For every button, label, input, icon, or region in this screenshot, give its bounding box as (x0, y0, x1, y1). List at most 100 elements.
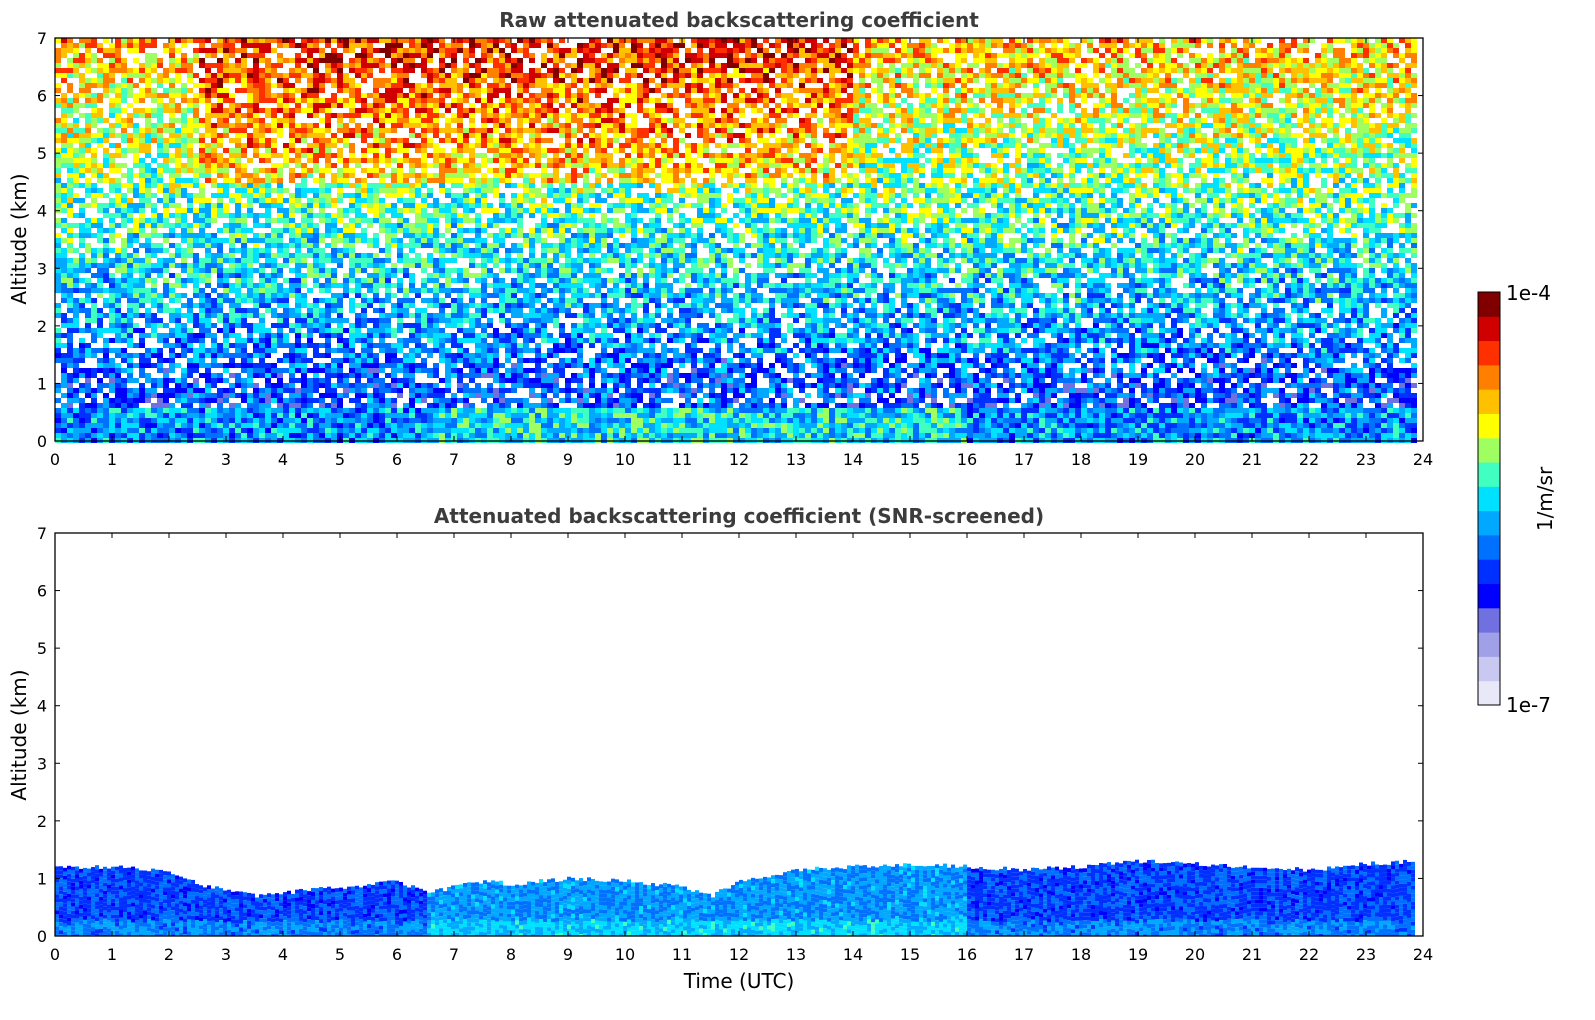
raw-cell (241, 113, 247, 118)
raw-cell (865, 163, 871, 168)
raw-cell (295, 58, 301, 63)
raw-cell (835, 133, 841, 138)
raw-cell (1291, 63, 1297, 68)
raw-cell (1309, 118, 1315, 123)
raw-cell (115, 123, 121, 128)
raw-cell (1129, 108, 1135, 113)
raw-cell (1285, 113, 1291, 118)
raw-cell (331, 38, 337, 43)
raw-cell (1339, 123, 1345, 128)
raw-cell (1327, 113, 1333, 118)
raw-cell (1165, 103, 1171, 108)
raw-cell (865, 108, 871, 113)
raw-cell (523, 143, 529, 148)
raw-cell (367, 53, 373, 58)
raw-cell (1093, 128, 1099, 133)
raw-cell (1321, 148, 1327, 153)
raw-cell (1339, 88, 1345, 93)
raw-cell (877, 163, 883, 168)
raw-cell (565, 173, 571, 178)
raw-cell (1165, 93, 1171, 98)
raw-cell (595, 108, 601, 113)
raw-cell (481, 158, 487, 163)
raw-cell (1273, 158, 1279, 163)
raw-cell (1021, 58, 1027, 63)
raw-cell (781, 158, 787, 163)
raw-cell (247, 173, 253, 178)
raw-cell (373, 133, 379, 138)
raw-cell (1267, 83, 1273, 88)
raw-cell (217, 73, 223, 78)
raw-cell (1345, 83, 1351, 88)
raw-cell (1399, 138, 1405, 143)
raw-cell (865, 123, 871, 128)
raw-cell (187, 153, 193, 158)
raw-cell (271, 138, 277, 143)
raw-cell (1303, 128, 1309, 133)
raw-cell (325, 43, 331, 48)
raw-cell (1303, 148, 1309, 153)
raw-cell (649, 78, 655, 83)
raw-cell (373, 78, 379, 83)
raw-cell (373, 113, 379, 118)
raw-cell (349, 168, 355, 173)
raw-cell (967, 123, 973, 128)
raw-cell (1387, 73, 1393, 78)
raw-cell (61, 143, 67, 148)
raw-cell (1195, 83, 1201, 88)
raw-cell (1045, 68, 1051, 73)
raw-cell (79, 153, 85, 158)
raw-cell (355, 158, 361, 163)
raw-cell (1117, 58, 1123, 63)
raw-cell (1153, 133, 1159, 138)
raw-cell (1081, 38, 1087, 43)
raw-cell (1273, 88, 1279, 93)
raw-cell (937, 163, 943, 168)
raw-cell (1111, 108, 1117, 113)
raw-cell (1243, 88, 1249, 93)
raw-cell (409, 68, 415, 73)
raw-cell (85, 53, 91, 58)
raw-cell (637, 63, 643, 68)
raw-cell (499, 123, 505, 128)
raw-cell (151, 53, 157, 58)
raw-cell (1285, 158, 1291, 163)
raw-cell (1339, 83, 1345, 88)
raw-cell (307, 123, 313, 128)
raw-cell (79, 158, 85, 163)
raw-cell (613, 133, 619, 138)
raw-cell (235, 63, 241, 68)
raw-cell (475, 133, 481, 138)
raw-cell (913, 153, 919, 158)
raw-cell (835, 113, 841, 118)
raw-cell (265, 78, 271, 83)
raw-cell (859, 73, 865, 78)
raw-cell (277, 133, 283, 138)
raw-cell (85, 158, 91, 163)
raw-cell (355, 88, 361, 93)
raw-cell (1129, 113, 1135, 118)
raw-cell (757, 78, 763, 83)
raw-cell (1231, 168, 1237, 173)
raw-cell (271, 168, 277, 173)
raw-cell (499, 53, 505, 58)
raw-cell (1309, 103, 1315, 108)
raw-cell (565, 133, 571, 138)
raw-cell (451, 153, 457, 158)
raw-cell (991, 78, 997, 83)
raw-cell (103, 78, 109, 83)
raw-cell (667, 43, 673, 48)
raw-cell (721, 163, 727, 168)
raw-cell (985, 168, 991, 173)
raw-cell (247, 68, 253, 73)
raw-cell (1165, 143, 1171, 148)
raw-cell (487, 98, 493, 103)
raw-cell (457, 113, 463, 118)
raw-cell (253, 178, 259, 183)
raw-cell (1057, 63, 1063, 68)
raw-cell (961, 68, 967, 73)
raw-cell (1399, 128, 1405, 133)
raw-cell (637, 43, 643, 48)
raw-cell (175, 133, 181, 138)
raw-cell (259, 78, 265, 83)
